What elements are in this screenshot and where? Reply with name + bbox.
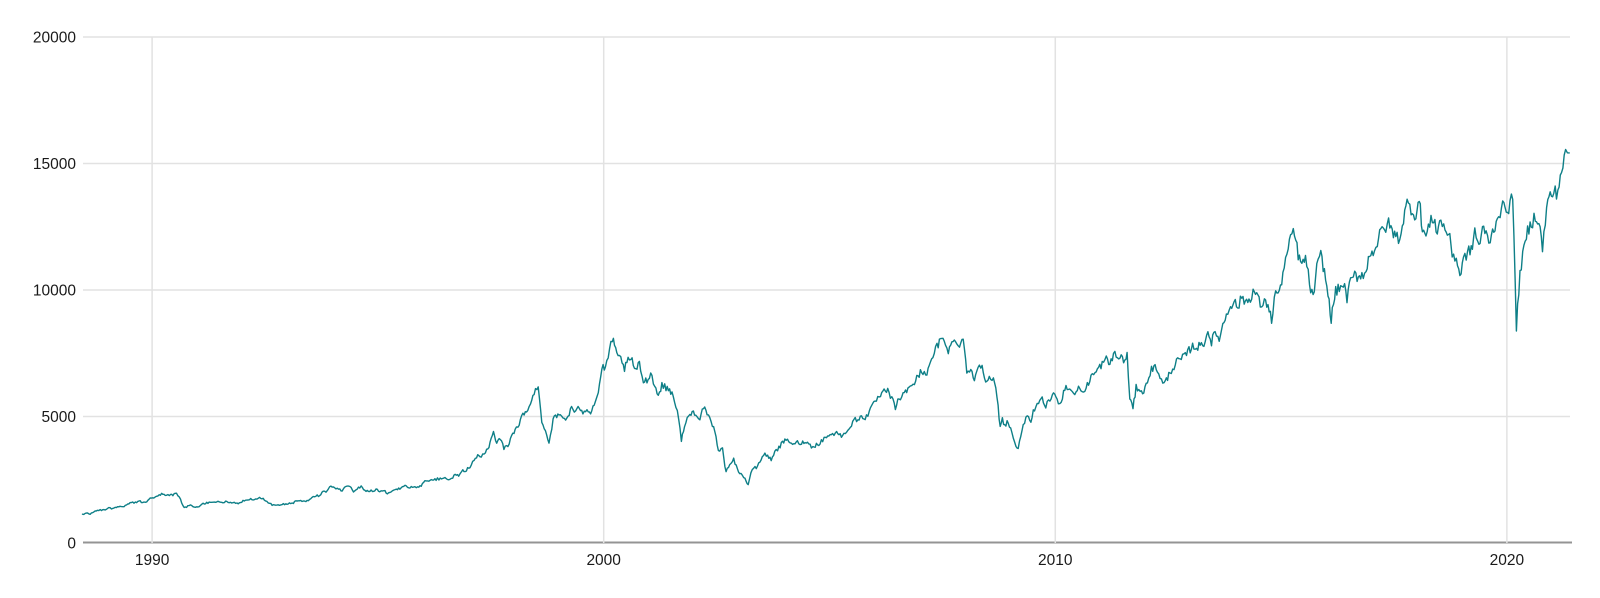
y-tick-label: 20000 <box>33 30 76 47</box>
x-tick-label: 2020 <box>1490 552 1525 569</box>
x-tick-label: 2010 <box>1038 552 1073 569</box>
x-tick-label: 1990 <box>135 552 170 569</box>
y-tick-label: 10000 <box>33 283 76 300</box>
price-line-series-1 <box>81 148 1570 516</box>
y-tick-label: 15000 <box>33 156 76 173</box>
x-tick-label: 2000 <box>586 552 621 569</box>
y-tick-label: 0 <box>67 536 76 553</box>
y-tick-label: 5000 <box>42 409 77 426</box>
